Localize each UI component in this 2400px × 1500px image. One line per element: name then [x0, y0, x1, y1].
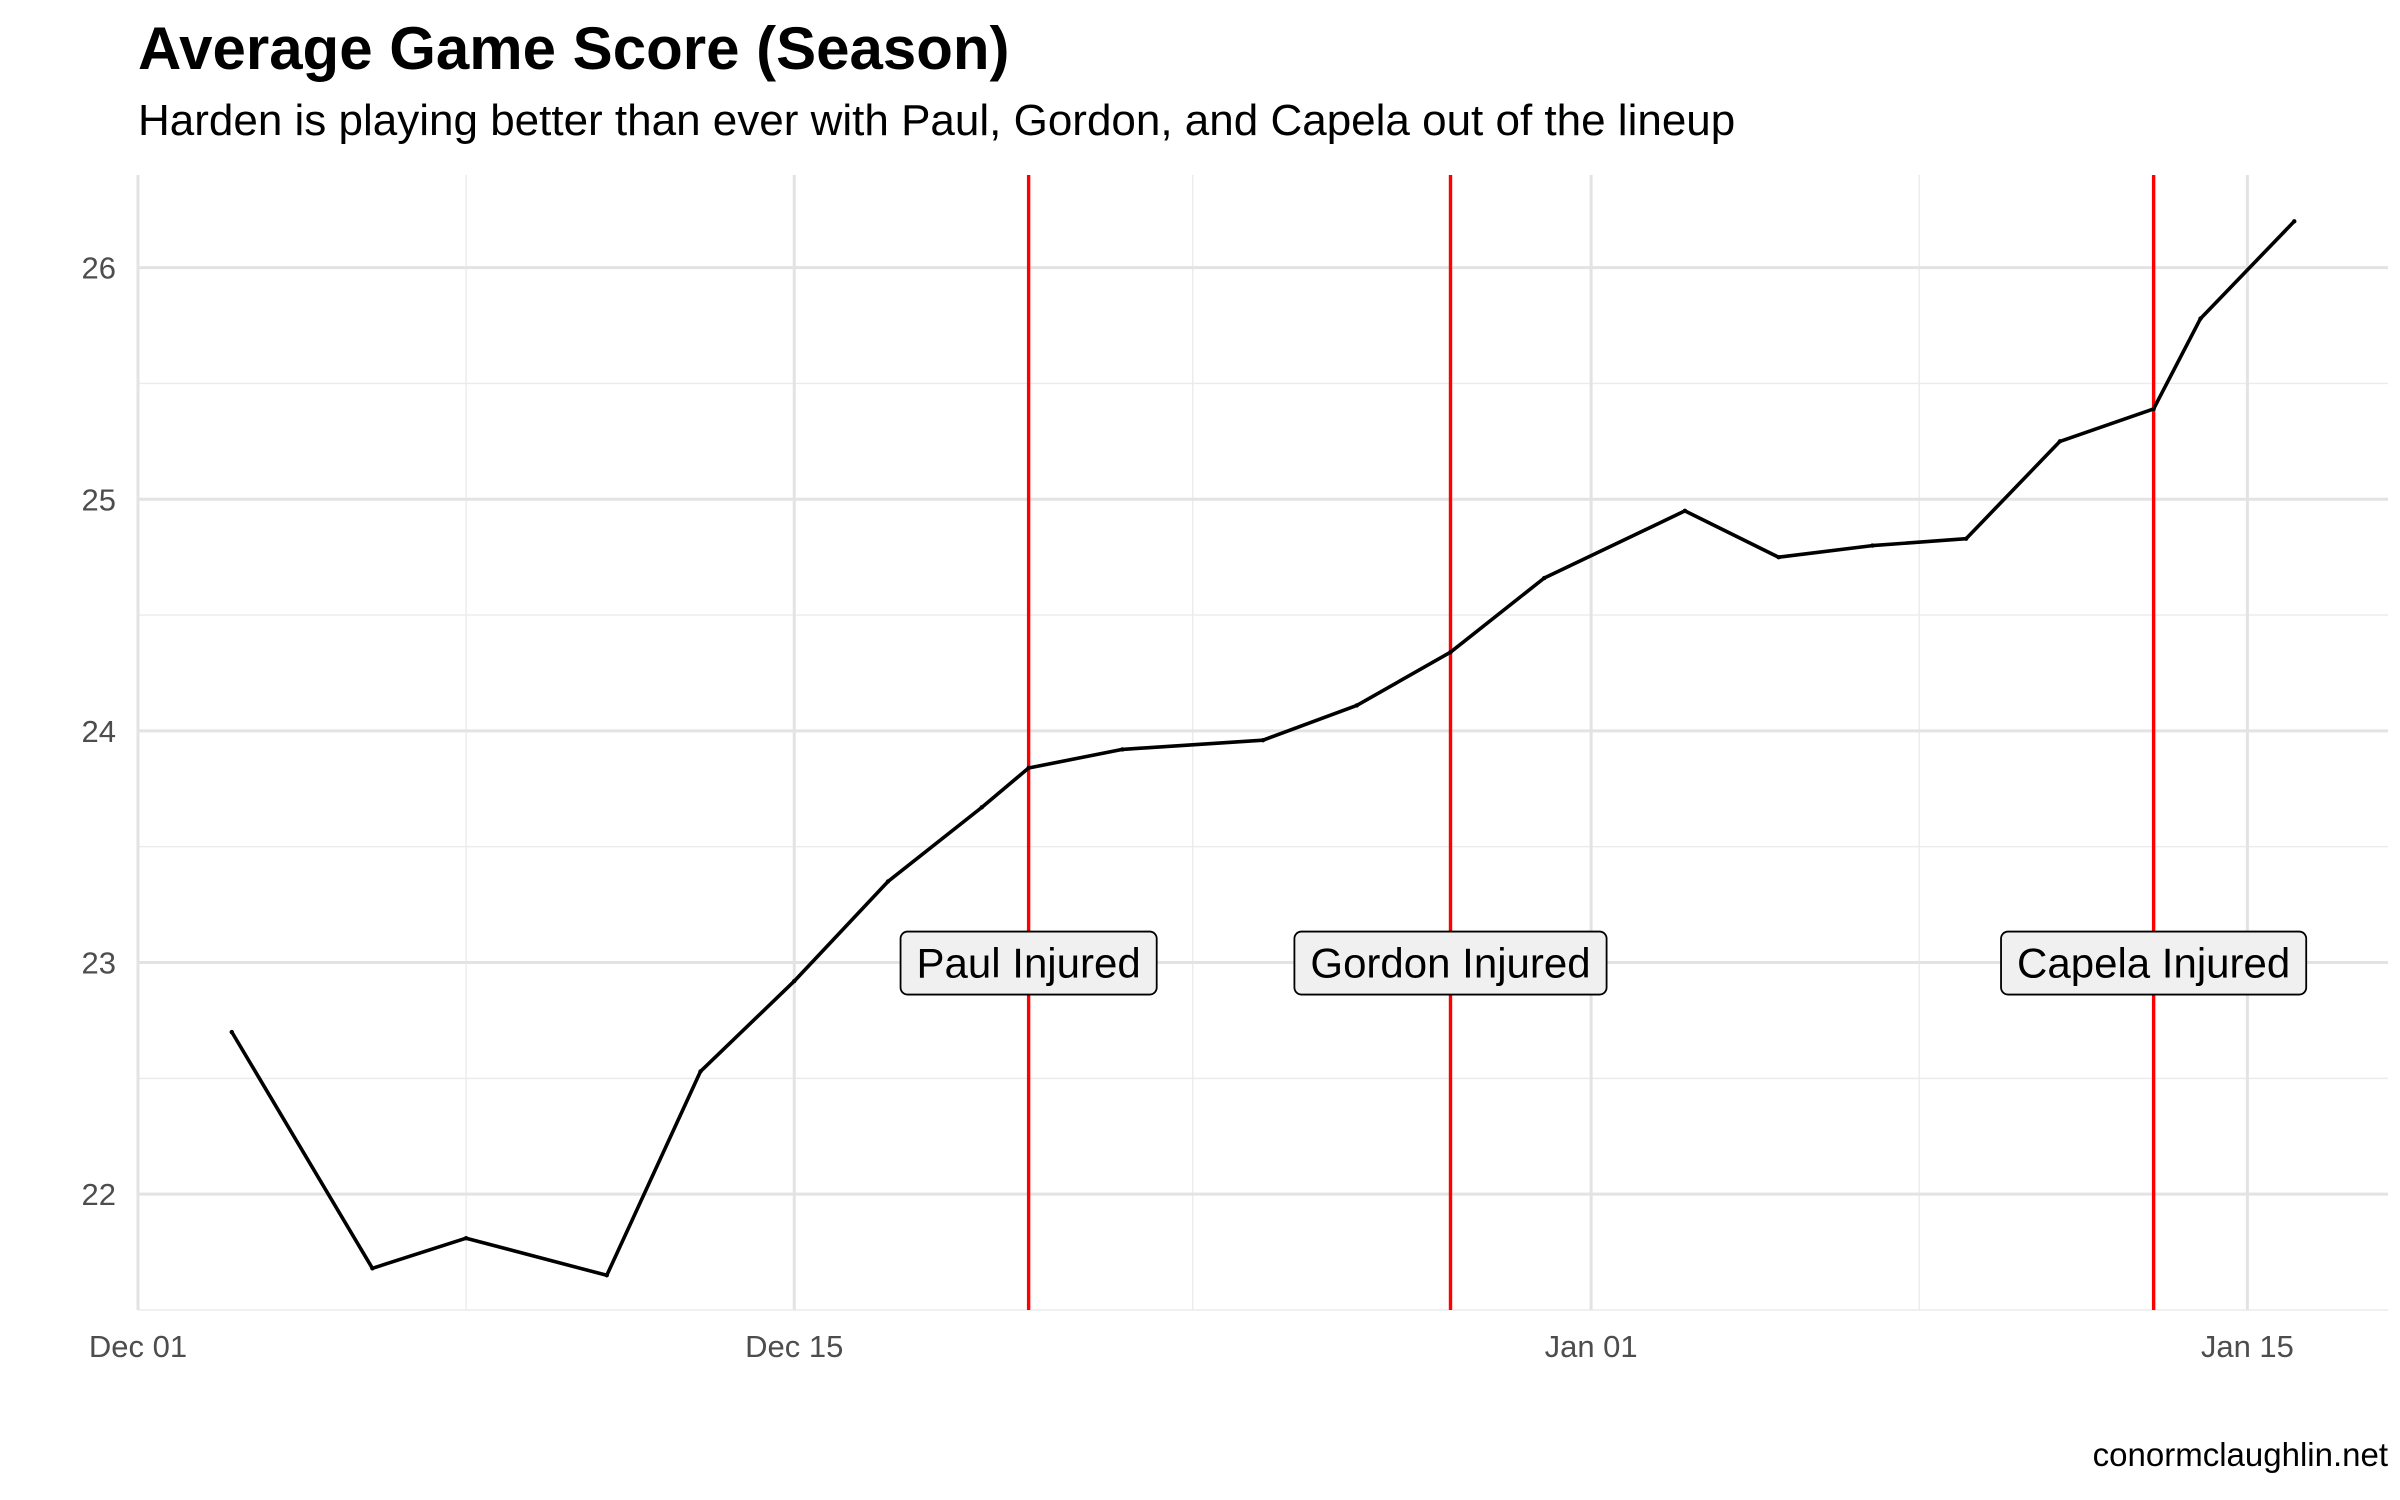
y-tick-label: 25: [82, 482, 116, 517]
data-point: [792, 978, 797, 984]
x-tick-label: Dec 01: [89, 1329, 187, 1364]
y-tick-label: 26: [82, 251, 116, 286]
injury-label-text: Paul Injured: [917, 940, 1141, 987]
injury-label: Capela Injured: [2000, 930, 2308, 996]
injury-annotations: Paul Injured Gordon Injured Capela Injured: [899, 930, 2308, 996]
data-point: [2057, 439, 2063, 444]
data-point: [604, 1273, 609, 1278]
data-point: [1120, 747, 1125, 752]
data-point: [2151, 406, 2156, 412]
y-tick-label: 24: [82, 714, 116, 749]
data-point: [1963, 536, 1969, 541]
x-tick-label: Jan 15: [2201, 1329, 2294, 1364]
data-point: [463, 1235, 469, 1241]
injury-event-lines: [1026, 175, 2156, 1310]
injury-label-box: [899, 930, 1158, 996]
data-point: [1354, 703, 1359, 708]
injury-label-text: Gordon Injured: [1310, 940, 1590, 987]
data-point: [1682, 508, 1688, 514]
data-point: [1870, 543, 1875, 548]
data-point: [1776, 554, 1781, 560]
data-point: [1448, 649, 1453, 655]
series-line: [230, 219, 2297, 1278]
injury-label-box: [2000, 930, 2308, 996]
y-axis: 22 23 24 25 26: [82, 251, 116, 1213]
series-layer: [229, 219, 2297, 1278]
chart-title: Average Game Score (Season): [138, 15, 1010, 82]
source-caption: conormclaughlin.net: [2092, 1436, 2388, 1473]
data-point: [1542, 575, 1547, 581]
x-tick-label: Dec 15: [745, 1329, 843, 1364]
data-point: [979, 805, 984, 810]
data-point: [1026, 765, 1031, 771]
data-point: [229, 1029, 234, 1035]
injury-label: Gordon Injured: [1293, 930, 1608, 996]
y-tick-label: 22: [82, 1177, 116, 1212]
x-axis: Dec 01 Dec 15 Jan 01 Jan 15: [89, 1329, 2294, 1364]
data-point: [370, 1266, 375, 1271]
data-point: [698, 1069, 703, 1074]
chart-subtitle: Harden is playing better than ever with …: [138, 96, 1736, 145]
y-tick-label: 23: [82, 946, 116, 981]
major-gridlines: [136, 175, 2388, 1310]
data-point: [1260, 737, 1266, 743]
injury-label-text: Capela Injured: [2017, 940, 2290, 987]
data-point: [885, 879, 891, 884]
minor-gridlines: [138, 175, 2388, 1311]
data-point: [2292, 219, 2297, 224]
injury-label-box: [1293, 930, 1608, 996]
x-tick-label: Jan 01: [1545, 1329, 1638, 1364]
injury-label: Paul Injured: [899, 930, 1158, 996]
data-point: [2198, 316, 2203, 321]
